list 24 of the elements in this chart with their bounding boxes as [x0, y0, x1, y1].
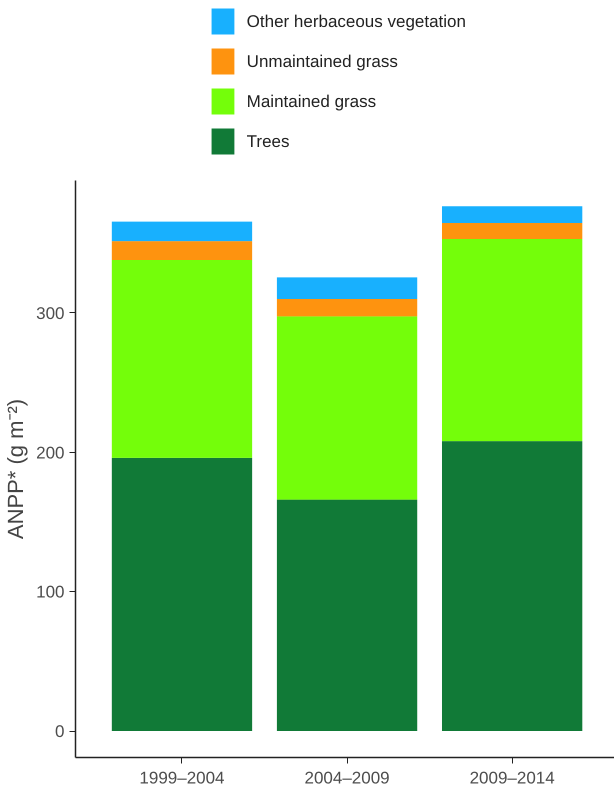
legend-label: Maintained grass	[246, 92, 376, 111]
x-tick-label: 1999–2004	[139, 768, 225, 788]
bar	[112, 458, 252, 732]
legend-label: Unmaintained grass	[246, 52, 398, 71]
x-tick-label: 2004–2009	[304, 768, 390, 788]
bar	[276, 500, 418, 732]
bar	[276, 277, 418, 299]
bar	[112, 241, 252, 260]
bar	[442, 206, 582, 224]
x-tick-label: 2009–2014	[470, 768, 555, 788]
y-axis-title: ANPP* (g m⁻²)	[3, 398, 28, 540]
bar	[276, 316, 418, 500]
bar	[442, 441, 582, 732]
bar	[112, 260, 252, 458]
legend-label: Other herbaceous vegetation	[246, 12, 466, 31]
bar	[442, 223, 582, 240]
y-tick-label: 300	[36, 304, 65, 323]
bar	[112, 222, 252, 242]
bar	[276, 298, 418, 316]
legend-label: Trees	[246, 132, 290, 151]
y-tick-label: 100	[36, 582, 65, 602]
y-tick-label: 0	[55, 722, 65, 742]
bar	[442, 239, 582, 442]
y-tick-label: 200	[36, 443, 65, 462]
